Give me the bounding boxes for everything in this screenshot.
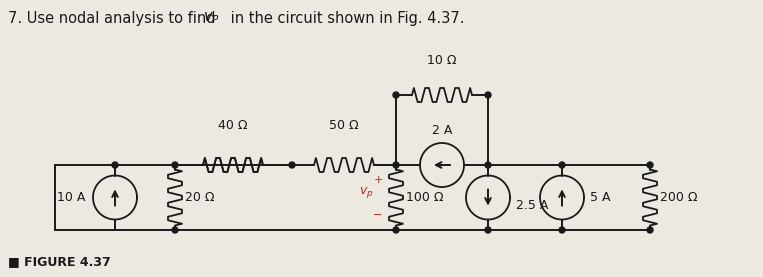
- Circle shape: [485, 227, 491, 233]
- Text: $v_P$: $v_P$: [203, 10, 220, 26]
- Text: 40 Ω: 40 Ω: [218, 119, 248, 132]
- Circle shape: [485, 92, 491, 98]
- Text: −: −: [373, 210, 383, 220]
- Text: 20 Ω: 20 Ω: [185, 191, 214, 204]
- Circle shape: [172, 162, 178, 168]
- Circle shape: [647, 162, 653, 168]
- Text: in the circuit shown in Fig. 4.37.: in the circuit shown in Fig. 4.37.: [226, 11, 465, 25]
- Circle shape: [393, 92, 399, 98]
- Circle shape: [647, 227, 653, 233]
- Circle shape: [559, 227, 565, 233]
- Text: +: +: [373, 175, 383, 185]
- Text: 10 Ω: 10 Ω: [427, 54, 457, 67]
- Text: $v_p$: $v_p$: [359, 185, 374, 200]
- Circle shape: [485, 162, 491, 168]
- Circle shape: [172, 227, 178, 233]
- Text: 10 A: 10 A: [56, 191, 85, 204]
- Text: 200 Ω: 200 Ω: [660, 191, 697, 204]
- Circle shape: [393, 162, 399, 168]
- Text: ■ FIGURE 4.37: ■ FIGURE 4.37: [8, 255, 111, 268]
- Text: 2.5 A: 2.5 A: [516, 199, 549, 212]
- Text: 7. Use nodal analysis to find: 7. Use nodal analysis to find: [8, 11, 220, 25]
- Text: 5 A: 5 A: [590, 191, 610, 204]
- Circle shape: [393, 227, 399, 233]
- Text: 2 A: 2 A: [432, 124, 452, 137]
- Circle shape: [559, 162, 565, 168]
- Text: 50 Ω: 50 Ω: [329, 119, 359, 132]
- Circle shape: [289, 162, 295, 168]
- Circle shape: [112, 162, 118, 168]
- Text: 100 Ω: 100 Ω: [406, 191, 443, 204]
